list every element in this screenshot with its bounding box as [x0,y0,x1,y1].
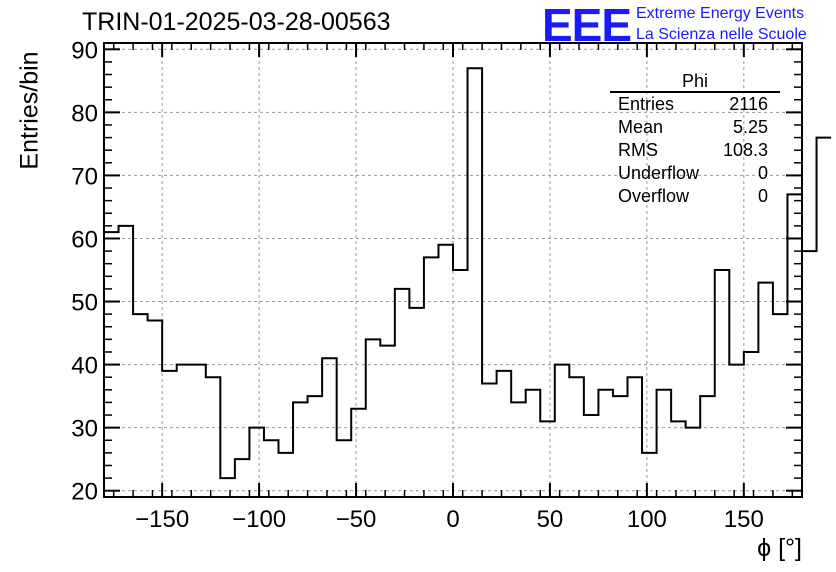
x-tick-label: −150 [135,506,189,533]
y-axis-label: Entries/bin [15,51,44,170]
stats-key: Overflow [618,186,690,206]
tick-labels: −150 −100 −50 0 50 100 150 20 30 40 50 60 70 80 90 [71,37,764,533]
stats-key: Entries [618,94,675,114]
x-tick-label: 150 [724,506,764,533]
stats-row: Underflow 0 [610,162,780,185]
y-tick-label: 70 [71,163,98,190]
y-tick-label: 80 [71,100,98,127]
y-tick-label: 30 [71,416,98,443]
stats-box: Phi Entries 2116 Mean 5.25 RMS 108.3 Underf… [610,70,780,208]
org-line-1: Extreme Energy Events [636,5,805,22]
org-line-2: La Scienza nelle Scuole [636,26,807,43]
x-axis-label: ϕ [°] [757,534,802,562]
stats-value: 108.3 [722,140,768,160]
histogram-series-phi [104,67,832,480]
x-tick-label: −100 [232,506,286,533]
stats-row: RMS 108.3 [610,139,780,162]
stats-value: 0 [757,163,768,183]
chart-title: TRIN-01-2025-03-28-00563 [82,8,391,36]
stats-key: Mean [618,117,664,137]
x-tick-label: 100 [627,506,667,533]
eee-logo: EEE [542,0,632,51]
axis-ticks [104,43,802,497]
y-tick-label: 40 [71,353,98,380]
y-tick-label: 20 [71,479,98,506]
stats-value: 5.25 [732,117,768,137]
y-tick-label: 50 [71,290,98,317]
stats-row: Entries 2116 [610,93,780,116]
stats-value: 2116 [729,94,768,114]
stats-value: 0 [757,186,768,206]
y-tick-label: 60 [71,226,98,253]
org-name: Extreme Energy Events La Scienza nelle S… [636,3,807,45]
stats-row: Overflow 0 [610,185,780,208]
x-tick-label: 0 [446,506,459,533]
stats-row: Mean 5.25 [610,116,780,139]
stats-title: Phi [610,70,780,93]
stats-key: Underflow [618,163,700,183]
stats-key: RMS [618,140,658,160]
x-tick-label: 50 [537,506,564,533]
y-tick-label: 90 [71,37,98,64]
plot-frame [103,42,803,498]
x-tick-label: −50 [336,506,377,533]
